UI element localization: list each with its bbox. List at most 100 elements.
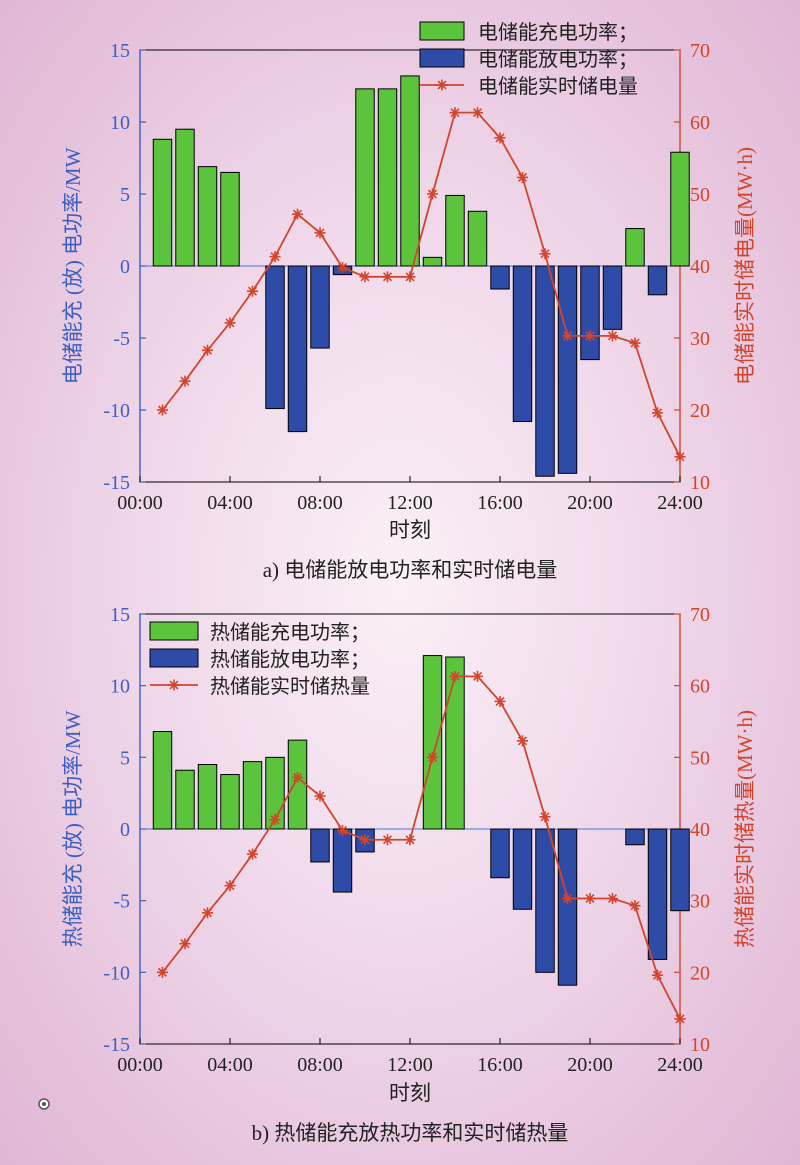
chart-a-x-ticks: 00:00 04:00 08:00 12:00 16:00 20:00 24:00 [117,476,703,514]
chart-a-storage-point [269,251,281,263]
chart-b-x-tick-label: 20:00 [567,1054,613,1076]
chart-b-discharge-bar [625,828,645,846]
chart-a-storage-point [494,132,506,144]
chart-b-storage-point [292,771,303,783]
chart-b-legend: 热储能充电功率； 热储能放电功率； 热储能实时储热量 [149,621,370,698]
chart-b-right-tick-label: 60 [690,676,710,698]
chart-a-storage-point [359,271,371,283]
chart-b-left-tick-label: 0 [120,819,130,841]
chart-b-legend-label: 热储能充电功率； [210,621,370,644]
chart-b-xlabel: 时刻 [389,1081,431,1105]
chart-b-storage-point [494,695,506,707]
chart-a-ylabel: 电储能充 (放) 电功率/MW [61,147,85,384]
chart-a-charge-bar [152,138,173,267]
chart-b-storage-point [517,735,528,747]
chart-a-legend-item: 电储能实时储电量 [420,75,638,98]
chart-b-discharge-bar [670,828,690,912]
chart-a-left-tick-label: 10 [110,112,130,134]
chart-a-left-tick-label: -5 [113,328,130,350]
chart-b-charge-bar [197,764,218,830]
chart-a-right-tick-label: 50 [690,184,710,206]
chart-a-discharge-bar [535,265,555,477]
chart-a-bars [152,75,690,477]
chart-a-storage-point [202,344,213,356]
chart-a-storage-point [629,337,641,349]
chart-a-storage-point [472,107,483,119]
chart-a-legend-label: 电储能放电功率； [478,48,638,71]
chart-a-charge-bar [670,151,690,267]
chart-b-ylabel: 热储能充 (放) 电功率/MW [61,710,85,947]
chart-a-charge-bar [220,171,240,267]
chart-b-legend-swatch [149,621,199,641]
chart-a-storage-point [404,271,416,283]
chart-b-x-tick-label: 24:00 [657,1054,703,1076]
chart-a-discharge-bar [512,265,533,423]
chart-b-storage-point [404,834,416,846]
chart-a-legend-label: 电储能充电功率； [478,21,638,44]
chart-a-storage-point [584,330,596,342]
chart-a-charge-bar [400,75,420,267]
chart-b-line-series [157,670,686,1025]
chart-b-storage-point [337,824,348,836]
chart-b-discharge-bar [310,828,330,863]
chart-a-charge-bar [467,210,488,267]
chart-b-right-tick-label: 20 [690,962,710,984]
chart-a-storage-point [224,317,236,329]
chart-a-right-tick-label: 30 [690,328,710,350]
chart-a-x-tick-label: 16:00 [477,492,523,514]
chart-a-discharge-bar [647,265,668,296]
chart-a-storage-point [337,261,348,273]
chart-b-bars [152,655,690,986]
chart-a-storage-point [652,407,663,419]
chart-a-charge-bar [377,88,398,267]
chart-b-ylabel-right: 热储能实时储热量(MW·h) [733,710,757,948]
chart-b-charge-bar [152,731,173,830]
chart-b-charge-bar [175,769,195,830]
chart-b-discharge-bar [557,828,578,986]
chart-a-charge-bar [355,88,375,267]
chart-b-storage-point [584,893,596,905]
chart-b-storage-point [427,751,438,763]
chart-b-storage-point [179,938,191,950]
chart-a-discharge-bar [265,265,285,410]
chart-b-right-ticks: 70 60 50 40 30 20 10 [674,604,710,1056]
chart-b-storage-point [247,848,258,860]
chart-a-right-tick-label: 40 [690,256,710,278]
chart-b-x-tick-label: 12:00 [387,1054,433,1076]
chart-a-storage-point [292,208,303,220]
chart-b-left-tick-label: -15 [103,1034,130,1056]
chart-b-storage-point [382,834,393,846]
chart-a-legend: 电储能充电功率； 电储能放电功率； 电储能实时储电量 [419,21,638,98]
chart-b-charge-bar [445,656,465,830]
chart-a-right-ticks: 70 60 50 40 30 20 10 [674,40,710,494]
chart-b-storage-point [562,893,573,905]
chart-b-left-ticks: 15 10 5 0 -5 -10 -15 [103,604,146,1056]
chart-b-left-tick-label: -5 [113,891,130,913]
chart-b-right-tick-label: 10 [690,1034,710,1056]
chart-a-legend-item: 电储能放电功率； [419,48,638,71]
chart-b-right-tick-label: 40 [690,819,710,841]
chart-a-storage-point [449,107,461,119]
chart-b-right-tick-label: 50 [690,747,710,769]
chart-a-discharge-bar [557,265,578,474]
chart-a-left-tick-label: 5 [120,184,130,206]
chart-b-legend-item: 热储能放电功率； [149,648,370,671]
chart-b-x-tick-label: 08:00 [297,1054,343,1076]
chart-a-right-tick-label: 20 [690,400,710,422]
chart-a-storage-point [562,330,573,342]
chart-b-storage-point [539,811,551,823]
chart-a-left-tick-label: 0 [120,256,130,278]
chart-a-legend-label: 电储能实时储电量 [478,75,638,98]
bullet-dot-icon-center [42,1102,46,1106]
chart-a-storage-line [161,111,681,458]
chart-a-storage-point [607,330,618,342]
chart-b-discharge-bar [647,828,668,960]
chart-a-charge-bar [445,194,465,267]
chart-a-discharge-bar [602,265,623,330]
chart-a-ylabel-right: 电储能实时储电量(MW·h) [733,147,757,385]
chart-a-caption: a) 电储能放电功率和实时储电量 [263,558,558,582]
chart-b-legend-label: 热储能放电功率； [210,648,370,671]
chart-a-storage-point [314,227,326,239]
